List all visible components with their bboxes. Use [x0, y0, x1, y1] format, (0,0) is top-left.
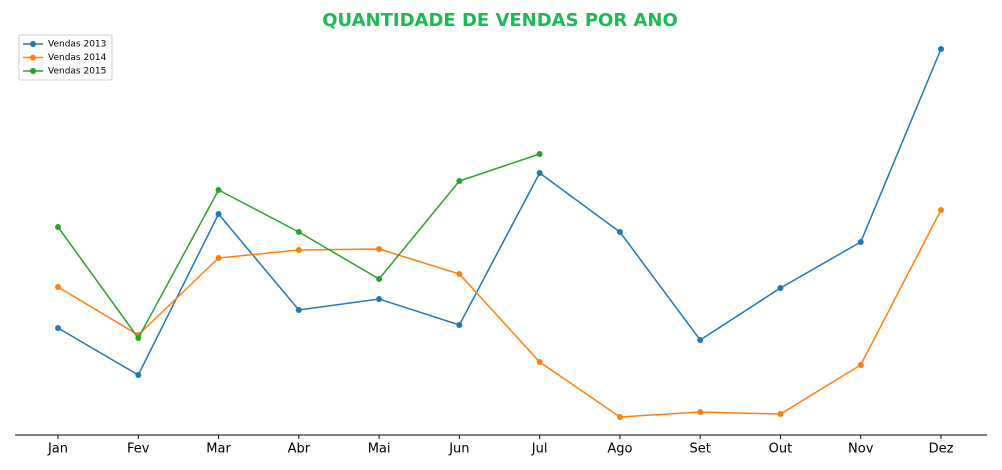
point [376, 276, 383, 282]
point [55, 224, 61, 230]
x-tick-label: Abr [288, 442, 311, 457]
point [777, 411, 784, 417]
point [456, 322, 463, 328]
point [215, 211, 222, 217]
point [55, 325, 61, 331]
x-tick-label: Jul [531, 442, 548, 457]
point [857, 362, 864, 368]
point [536, 151, 543, 157]
point [376, 246, 383, 252]
chart-title: QUANTIDADE DE VENDAS POR ANO [322, 10, 678, 31]
point [938, 46, 944, 52]
point [215, 255, 222, 261]
point [616, 414, 623, 420]
x-tick-label: Dez [929, 442, 954, 457]
legend-label: Vendas 2015 [48, 67, 106, 77]
x-tick-label: Fev [127, 442, 150, 457]
x-tick-label: Ago [607, 442, 632, 457]
point [697, 409, 704, 415]
x-tick-label: Jun [448, 442, 469, 457]
point [295, 307, 302, 313]
point [456, 178, 463, 184]
point [536, 359, 543, 365]
x-tick-label: Jan [47, 442, 68, 457]
legend-marker [30, 54, 36, 61]
x-tick-label: Nov [848, 442, 874, 457]
legend-label: Vendas 2013 [48, 40, 106, 50]
point [215, 187, 222, 193]
point [616, 229, 623, 235]
point [777, 285, 784, 291]
legend-marker [30, 68, 36, 74]
point [295, 229, 302, 235]
x-tick-label: Set [690, 442, 711, 457]
legend-box [18, 34, 113, 81]
point [295, 247, 302, 253]
point [55, 284, 61, 290]
x-tick-label: Mai [368, 442, 391, 457]
point [938, 207, 944, 213]
point [536, 170, 543, 176]
series-line [57, 48, 942, 377]
point [857, 239, 864, 245]
point [135, 335, 142, 341]
point [697, 337, 704, 343]
point [376, 296, 383, 302]
legend-label: Vendas 2014 [48, 53, 107, 63]
point [135, 372, 142, 378]
series-line [57, 209, 942, 418]
x-tick-label: Mar [206, 442, 231, 457]
point [456, 271, 463, 277]
x-tick-label: Out [769, 442, 793, 457]
legend-marker [30, 41, 36, 47]
